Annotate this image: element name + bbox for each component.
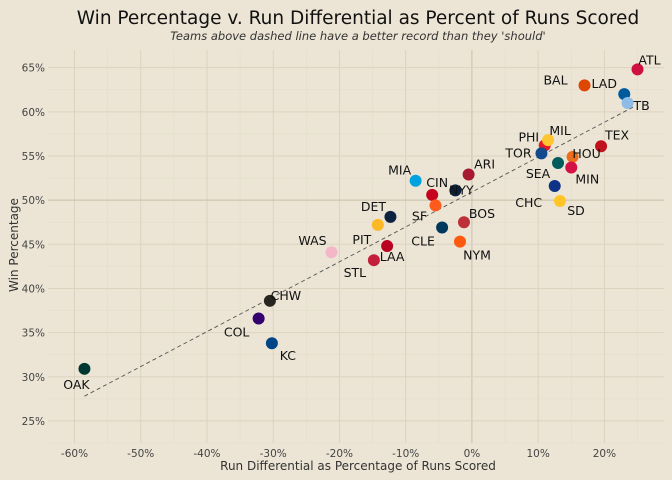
x-tick-label: -40%	[193, 448, 220, 460]
label-col: COL	[224, 324, 250, 339]
point-nyy	[449, 184, 462, 197]
y-tick-label: 35%	[22, 328, 45, 340]
label-kc: KC	[280, 348, 297, 363]
x-tick-label: -10%	[392, 448, 419, 460]
y-tick-label: 55%	[22, 151, 45, 163]
label-sf: SF	[412, 208, 427, 223]
y-tick-label: 30%	[22, 372, 45, 384]
point-mia	[409, 174, 422, 187]
label-atl: ATL	[638, 52, 660, 67]
x-tick-label: 20%	[593, 448, 616, 460]
point-col	[252, 312, 265, 325]
point-was	[325, 246, 338, 259]
point-cin	[426, 188, 439, 201]
point-det	[384, 210, 397, 223]
y-tick-label: 40%	[22, 283, 45, 295]
point-kc	[265, 337, 278, 350]
point-sf	[429, 199, 442, 212]
label-pit: PIT	[352, 232, 371, 247]
label-nyy: NYY	[449, 182, 474, 197]
point-bal	[578, 79, 591, 92]
label-hou: HOU	[572, 146, 600, 161]
point-pit	[371, 218, 384, 231]
point-min	[565, 161, 578, 174]
x-tick-label: 10%	[526, 448, 549, 460]
label-cin: CIN	[426, 175, 448, 190]
label-cle: CLE	[411, 234, 435, 249]
label-bos: BOS	[469, 206, 495, 221]
x-axis-label: Run Differential as Percentage of Runs S…	[220, 459, 496, 473]
label-mil: MIL	[549, 123, 570, 138]
label-tb: TB	[632, 98, 649, 113]
label-sea: SEA	[526, 166, 551, 181]
label-tex: TEX	[604, 127, 630, 142]
grid	[48, 50, 664, 444]
label-lad: LAD	[592, 76, 617, 91]
point-tb	[621, 96, 634, 109]
axis-ticks: -60% -50% -40% -30% -20% -10% 0% 10% 20% 25% 30% 35…	[22, 63, 616, 460]
y-tick-label: 50%	[22, 195, 45, 207]
label-chc: CHC	[515, 195, 542, 210]
point-bos	[457, 216, 470, 229]
label-chw: CHW	[271, 288, 302, 303]
data-points	[78, 63, 644, 375]
point-chw	[263, 294, 276, 307]
label-min: MIN	[575, 171, 599, 186]
x-tick-label: -20%	[326, 448, 353, 460]
label-det: DET	[361, 199, 387, 214]
label-laa: LAA	[380, 249, 405, 264]
x-tick-label: -30%	[260, 448, 287, 460]
point-sea	[552, 157, 565, 170]
x-tick-label: -60%	[61, 448, 88, 460]
point-hou	[566, 150, 579, 163]
chart-title: Win Percentage v. Run Differential as Pe…	[77, 8, 639, 29]
label-tor: TOR	[504, 145, 531, 160]
point-tex	[595, 140, 608, 153]
label-ari: ARI	[474, 157, 495, 172]
point-laa	[381, 240, 394, 253]
point-nym	[453, 235, 466, 248]
label-stl: STL	[344, 265, 367, 280]
point-oak	[78, 362, 91, 375]
label-was: WAS	[298, 233, 326, 248]
x-tick-label: 0%	[464, 448, 481, 460]
y-axis-label: Win Percentage	[7, 198, 21, 292]
point-tor	[535, 147, 548, 160]
point-stl	[367, 254, 380, 267]
y-tick-label: 45%	[22, 239, 45, 251]
label-nym: NYM	[463, 248, 491, 263]
x-tick-label: -50%	[127, 448, 154, 460]
point-cle	[436, 221, 449, 234]
y-tick-label: 65%	[22, 63, 45, 75]
point-chc	[548, 180, 561, 193]
trend-line-group	[84, 106, 635, 397]
chart-subtitle: Teams above dashed line have a better re…	[170, 29, 545, 43]
label-sd: SD	[567, 203, 585, 218]
label-mia: MIA	[388, 163, 411, 178]
label-bal: BAL	[543, 72, 567, 87]
y-tick-label: 60%	[22, 107, 45, 119]
point-atl	[631, 63, 644, 76]
label-oak: OAK	[63, 377, 90, 392]
label-phi: PHI	[518, 129, 539, 144]
point-mil	[542, 134, 555, 147]
point-sd	[554, 195, 567, 208]
y-tick-label: 25%	[22, 416, 45, 428]
point-ari	[462, 168, 475, 181]
trend-line	[84, 106, 635, 397]
